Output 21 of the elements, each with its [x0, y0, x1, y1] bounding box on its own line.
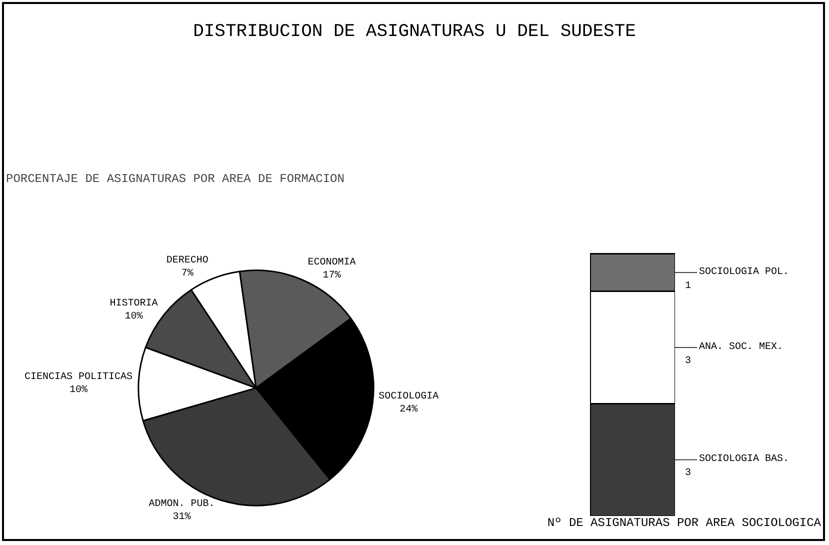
text: SOCIOLOGIA POL. — [699, 267, 790, 278]
chart-title: DISTRIBUCION DE ASIGNATURAS U DEL SUDESTE — [192, 22, 637, 42]
text: Nº DE ASIGNATURAS POR AREA SOCIOLOGICA — [547, 516, 821, 530]
data-label: 10% — [69, 384, 88, 396]
data-label: 7% — [181, 268, 194, 280]
data-label: 10% — [124, 311, 143, 322]
text: SOCIOLOGIA BAS. — [699, 454, 790, 465]
data-label: 17% — [322, 270, 341, 282]
data-label: 24% — [400, 404, 418, 416]
text: ANA. SOC. MEX. — [699, 342, 784, 353]
slice-label: DERECHO — [166, 255, 208, 266]
slice-label: ADMON. PUB. — [148, 499, 215, 510]
chart-subtitle: PORCENTAJE DE ASIGNATURAS POR AREA DE FORMACION — [6, 172, 344, 186]
data-label: 3 — [685, 356, 692, 367]
slice-label: SOCIOLOGIA — [378, 391, 439, 402]
slice-label: HISTORIA — [110, 298, 158, 310]
data-label: 1 — [685, 281, 692, 292]
data-label: 31% — [172, 512, 191, 524]
slice-label: CIENCIAS POLITICAS — [24, 372, 132, 383]
data-label: 3 — [685, 468, 692, 479]
slice-label: ECONOMIA — [308, 257, 356, 268]
